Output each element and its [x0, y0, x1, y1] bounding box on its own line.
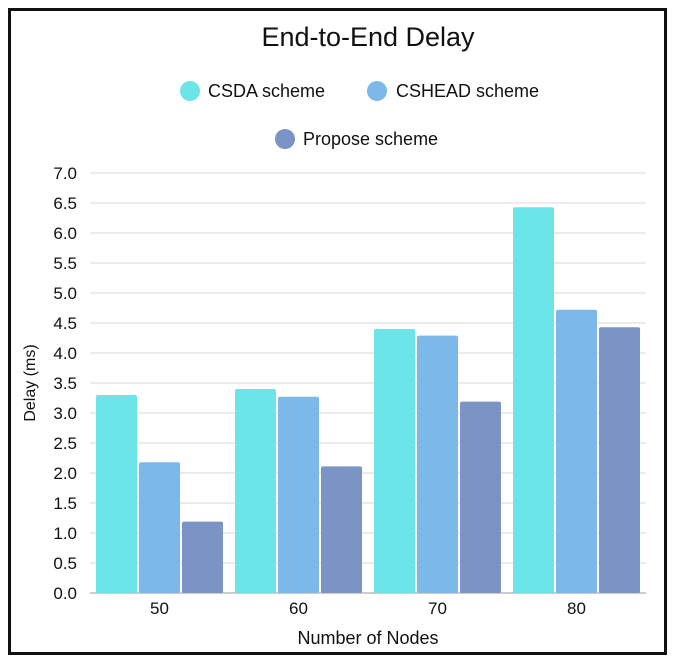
x-tick-label: 80 — [567, 599, 586, 618]
y-axis-ticks: 0.0 0.5 1.0 1.5 2.0 2.5 3.0 3.5 4.0 4.5 5.0 5.5 6.0 6… — [53, 164, 77, 603]
bar-cshead-scheme-70 — [417, 335, 458, 593]
bar-csda-scheme-50 — [96, 395, 137, 593]
y-tick-label: 4.0 — [53, 344, 77, 363]
y-tick-label: 6.5 — [53, 194, 77, 213]
y-tick-label: 3.5 — [53, 374, 77, 393]
x-tick-label: 70 — [428, 599, 447, 618]
x-tick-label: 60 — [289, 599, 308, 618]
x-axis-ticks: 50 60 70 80 — [150, 599, 586, 618]
y-axis-label: Delay (ms) — [22, 344, 39, 421]
legend-label-propose: Propose scheme — [303, 129, 438, 149]
y-tick-label: 3.0 — [53, 404, 77, 423]
bar-propose-scheme-50 — [182, 521, 223, 593]
legend-swatch-propose — [275, 129, 295, 149]
x-tick-label: 50 — [150, 599, 169, 618]
y-tick-label: 7.0 — [53, 164, 77, 183]
y-tick-label: 2.5 — [53, 434, 77, 453]
bar-csda-scheme-80 — [513, 207, 554, 593]
bar-cshead-scheme-80 — [556, 309, 597, 593]
legend: CSDA scheme CSHEAD scheme Propose scheme — [180, 81, 539, 149]
chart-title: End-to-End Delay — [261, 22, 475, 52]
y-tick-label: 6.0 — [53, 224, 77, 243]
y-tick-label: 4.5 — [53, 314, 77, 333]
legend-label-csda: CSDA scheme — [208, 81, 325, 101]
y-tick-label: 1.5 — [53, 494, 77, 513]
bar-propose-scheme-60 — [321, 466, 362, 593]
bar-propose-scheme-70 — [460, 401, 501, 593]
legend-swatch-cshead — [367, 81, 387, 101]
y-tick-label: 5.5 — [53, 254, 77, 273]
bar-cshead-scheme-50 — [139, 462, 180, 593]
bar-propose-scheme-80 — [599, 327, 640, 593]
bar-csda-scheme-60 — [235, 389, 276, 593]
y-tick-label: 0.0 — [53, 584, 77, 603]
x-axis-label: Number of Nodes — [297, 628, 438, 648]
y-tick-label: 2.0 — [53, 464, 77, 483]
y-tick-label: 5.0 — [53, 284, 77, 303]
bar-cshead-scheme-60 — [278, 396, 319, 593]
bar-csda-scheme-70 — [374, 329, 415, 593]
bars — [96, 207, 640, 593]
y-tick-label: 1.0 — [53, 524, 77, 543]
legend-swatch-csda — [180, 81, 200, 101]
y-tick-label: 0.5 — [53, 554, 77, 573]
legend-label-cshead: CSHEAD scheme — [396, 81, 539, 101]
